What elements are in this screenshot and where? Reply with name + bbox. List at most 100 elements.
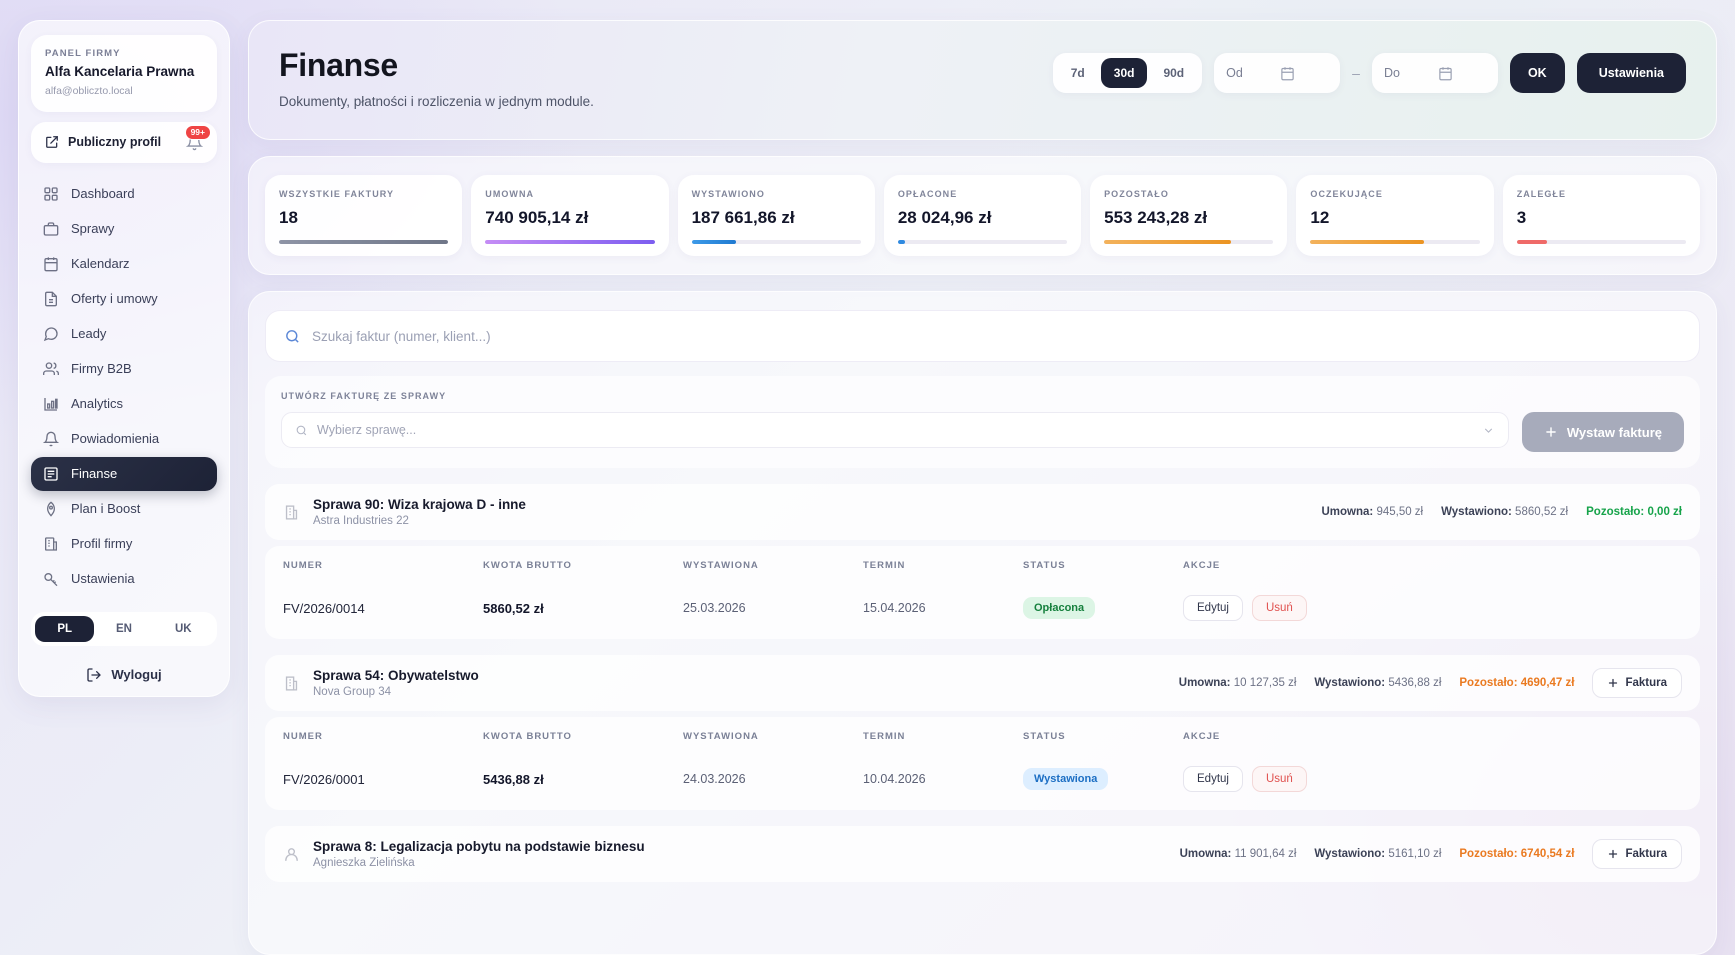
building-icon	[43, 536, 59, 552]
kpi-label: ZALEGŁE	[1516, 189, 1567, 199]
grid-icon	[43, 186, 59, 202]
search-input[interactable]: Szukaj faktur (numer, klient...)	[265, 310, 1700, 362]
kpi-label: UMOWNA	[485, 189, 535, 199]
sidebar-item-oferty-i-umowy[interactable]: Oferty i umowy	[31, 282, 217, 316]
header-status: STATUS	[1023, 731, 1066, 742]
page-header-text: Finanse Dokumenty, płatności i rozliczen…	[279, 47, 594, 109]
sidebar-item-finanse[interactable]: Finanse	[31, 456, 217, 491]
lang-en-button[interactable]: EN	[94, 616, 153, 642]
sidebar-item-sprawy[interactable]: Sprawy	[31, 212, 217, 246]
ok-button[interactable]: OK	[1509, 53, 1565, 93]
kpi-label: OCZEKUJĄCE	[1310, 189, 1383, 199]
case-issued: Wystawiono: 5860,52 zł	[1441, 506, 1568, 518]
date-to-input[interactable]: Do	[1371, 53, 1498, 93]
sidebar-item-label: Firmy B2B	[71, 361, 132, 377]
page-header: Finanse Dokumenty, płatności i rozliczen…	[248, 20, 1717, 140]
range-7d-button[interactable]: 7d	[1058, 58, 1098, 88]
case-client: Nova Group 34	[313, 686, 391, 698]
kpi-card-issued: WYSTAWIONO 187 661,86 zł	[677, 175, 875, 256]
case-header[interactable]: Sprawa 90: Wiza krajowa D - inne Astra I…	[265, 484, 1700, 540]
sidebar-item-kalendarz[interactable]: Kalendarz	[31, 247, 217, 281]
add-invoice-button[interactable]: Faktura	[1592, 668, 1682, 698]
brand-email: alfa@obliczto.local	[45, 84, 133, 97]
date-from-input[interactable]: Od	[1214, 53, 1341, 93]
case-issued-label: Wystawiono:	[1314, 848, 1386, 860]
kpi-value: 740 905,14 zł	[485, 208, 589, 227]
case-contract-label: Umowna:	[1178, 677, 1231, 689]
briefcase-icon	[43, 221, 59, 237]
sidebar-item-powiadomienia[interactable]: Powiadomienia	[31, 422, 217, 456]
building-icon	[283, 504, 300, 521]
issue-invoice-button[interactable]: Wystaw fakturę	[1521, 412, 1684, 452]
sidebar-item-label: Leady	[71, 326, 107, 342]
chevron-down-icon	[1482, 424, 1495, 437]
brand-card: PANEL FIRMY Alfa Kancelaria Prawna alfa@…	[31, 35, 217, 112]
lang-uk-button[interactable]: UK	[154, 616, 213, 642]
cell-actions: Edytuj Usuń	[1183, 766, 1682, 792]
user-icon	[283, 846, 300, 863]
edit-button[interactable]: Edytuj	[1183, 595, 1243, 621]
kpi-card-overdue: ZALEGŁE 3	[1502, 175, 1700, 256]
lang-pl-button[interactable]: PL	[35, 615, 95, 642]
date-range-segmented: 7d 30d 90d	[1052, 53, 1203, 93]
delete-button[interactable]: Usuń	[1251, 766, 1307, 792]
key-icon	[43, 571, 59, 587]
settings-button[interactable]: Ustawienia	[1576, 53, 1686, 93]
case-select[interactable]: Wybierz sprawę...	[281, 412, 1509, 448]
logout-button[interactable]: Wyloguj	[31, 659, 217, 691]
sidebar-item-dashboard[interactable]: Dashboard	[31, 177, 217, 211]
add-invoice-button[interactable]: Faktura	[1592, 839, 1682, 869]
range-30d-button[interactable]: 30d	[1100, 58, 1148, 88]
sidebar-item-plan-i-boost[interactable]: Plan i Boost	[31, 492, 217, 526]
edit-button[interactable]: Edytuj	[1183, 766, 1243, 792]
cell-actions: Edytuj Usuń	[1183, 595, 1682, 621]
sidebar-item-label: Dashboard	[71, 186, 135, 202]
date-to-placeholder: Do	[1383, 66, 1400, 80]
sidebar-item-firmy-b2b[interactable]: Firmy B2B	[31, 352, 217, 386]
case-contract: Umowna: 945,50 zł	[1321, 506, 1423, 518]
kpi-cards: WSZYSTKIE FAKTURY 18 UMOWNA 740 905,14 z…	[248, 156, 1717, 275]
delete-button[interactable]: Usuń	[1251, 595, 1307, 621]
receipt-icon	[43, 466, 59, 482]
case-title: Sprawa 54: Obywatelstwo	[313, 668, 479, 683]
sidebar-item-leady[interactable]: Leady	[31, 317, 217, 351]
search-placeholder: Szukaj faktur (numer, klient...)	[312, 328, 491, 344]
sidebar-item-ustawienia[interactable]: Ustawienia	[31, 562, 217, 596]
case-issued-value: 5860,52 zł	[1515, 506, 1569, 518]
invoice-table: NUMER KWOTA BRUTTO WYSTAWIONA TERMIN STA…	[265, 546, 1700, 639]
issue-invoice-label: Wystaw fakturę	[1566, 424, 1662, 440]
public-profile-label: Publiczny profil	[68, 135, 162, 150]
case-header[interactable]: Sprawa 54: Obywatelstwo Nova Group 34 Um…	[265, 655, 1700, 711]
invoices-panel: Szukaj faktur (numer, klient...) UTWÓRZ …	[248, 291, 1717, 955]
calendar-icon	[1280, 66, 1328, 81]
cell-status: Opłacona	[1023, 597, 1183, 619]
plus-icon	[1544, 425, 1558, 439]
sidebar-item-profil-firmy[interactable]: Profil firmy	[31, 527, 217, 561]
kpi-progress-fill	[485, 240, 655, 244]
case-issued: Wystawiono: 5436,88 zł	[1314, 677, 1441, 689]
page-title: Finanse	[279, 47, 398, 83]
logout-icon	[86, 667, 102, 683]
kpi-card-contract: UMOWNA 740 905,14 zł	[471, 175, 669, 256]
kpi-progress-fill	[279, 240, 449, 244]
cell-term: 15.04.2026	[863, 601, 926, 615]
case-summary: Umowna: 945,50 zł Wystawiono: 5860,52 zł…	[1321, 506, 1682, 518]
public-profile-button[interactable]: Publiczny profil 99+	[31, 121, 217, 163]
kpi-card-pending: OCZEKUJĄCE 12	[1296, 175, 1494, 256]
kpi-label: WYSTAWIONO	[691, 189, 765, 199]
sidebar-item-label: Finanse	[71, 466, 118, 482]
bar-chart-icon	[43, 396, 59, 412]
range-90d-button[interactable]: 90d	[1150, 58, 1197, 88]
kpi-card-all-invoices: WSZYSTKIE FAKTURY 18	[265, 175, 463, 256]
sidebar-item-label: Sprawy	[71, 221, 115, 237]
sidebar-item-label: Ustawienia	[71, 571, 135, 587]
cell-amount: 5860,52 zł	[483, 600, 544, 616]
kpi-card-paid: OPŁACONE 28 024,96 zł	[883, 175, 1082, 256]
case-header[interactable]: Sprawa 8: Legalizacja pobytu na podstawi…	[265, 826, 1700, 882]
kpi-value: 12	[1310, 208, 1330, 227]
search-icon	[295, 424, 308, 437]
notification-bell-icon[interactable]: 99+	[184, 124, 211, 151]
sidebar-item-analytics[interactable]: Analytics	[31, 387, 217, 421]
brand-kicker: PANEL FIRMY	[45, 48, 121, 59]
plus-icon	[1607, 848, 1619, 860]
